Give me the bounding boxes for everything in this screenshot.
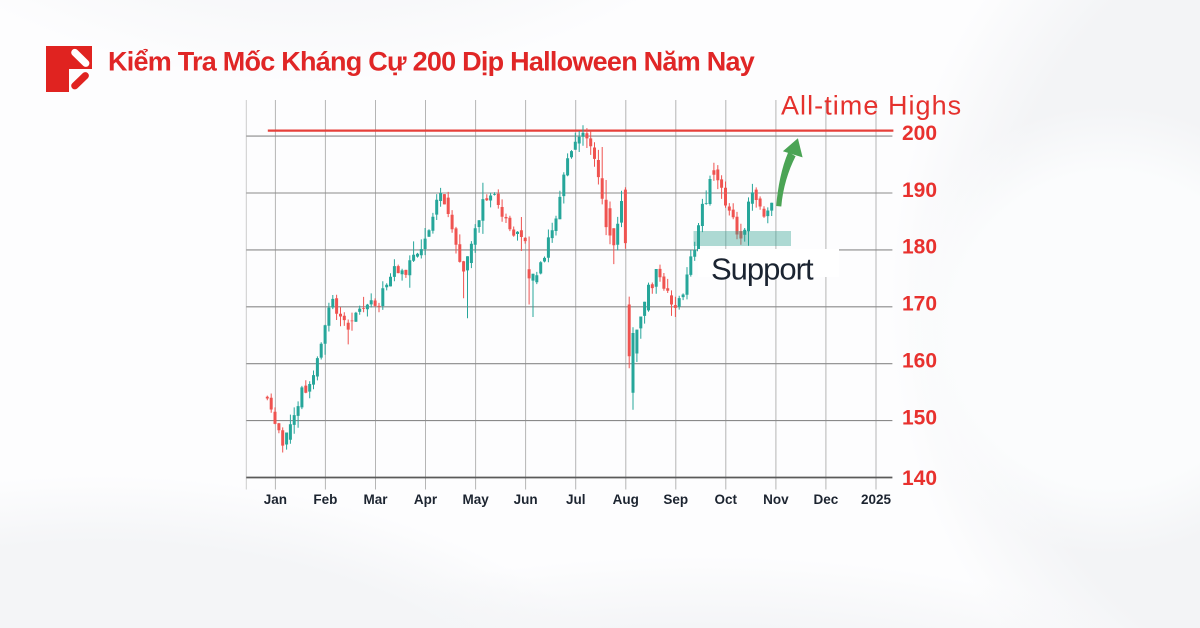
svg-text:Oct: Oct [715,492,738,507]
svg-text:Jan: Jan [264,492,287,507]
svg-text:140: 140 [902,467,937,490]
svg-text:160: 160 [902,350,937,373]
svg-text:Mar: Mar [363,492,388,507]
svg-text:Jul: Jul [566,492,586,507]
svg-text:Apr: Apr [414,492,438,507]
svg-text:Kiểm Tra Mốc Kháng Cự 200 Dịp: Kiểm Tra Mốc Kháng Cự 200 Dịp Halloween … [108,47,755,77]
svg-text:Jun: Jun [514,492,538,507]
svg-text:180: 180 [902,236,937,259]
svg-text:200: 200 [902,122,937,145]
svg-text:170: 170 [902,293,937,316]
svg-text:Support: Support [711,252,814,287]
svg-text:Sep: Sep [663,492,688,507]
svg-text:All-time Highs: All-time Highs [781,91,962,121]
svg-text:Nov: Nov [763,492,789,507]
svg-text:190: 190 [902,179,937,202]
svg-text:May: May [462,492,489,507]
svg-text:Feb: Feb [313,492,337,507]
svg-text:2025: 2025 [861,492,892,507]
svg-text:Dec: Dec [814,492,839,507]
svg-text:150: 150 [902,406,937,429]
svg-text:Aug: Aug [613,492,639,507]
